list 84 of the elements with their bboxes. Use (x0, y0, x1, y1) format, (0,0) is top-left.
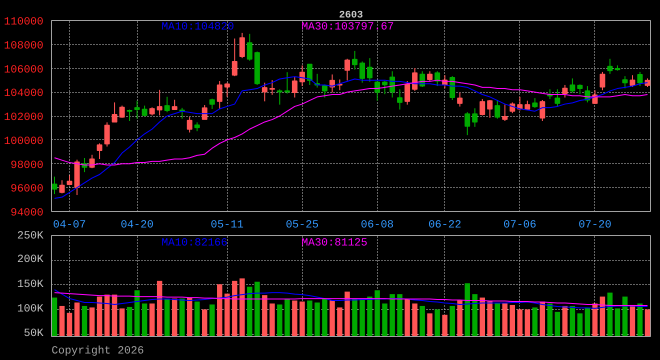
candlestick (284, 72, 290, 94)
candlestick (502, 104, 508, 122)
candlestick (246, 33, 252, 62)
candlestick (554, 88, 560, 108)
x-tick-label: 07-20 (578, 220, 612, 232)
annotation: MA10:82166 (162, 238, 228, 250)
candlestick (96, 142, 102, 160)
x-tick-label: 06-08 (360, 220, 394, 232)
y-tick-label: 104000 (4, 88, 44, 100)
candlestick (292, 76, 298, 98)
candlestick (59, 180, 65, 194)
candlestick (216, 80, 222, 110)
x-tick-label: 05-25 (286, 220, 319, 232)
candlestick (367, 58, 373, 82)
candlestick (570, 78, 576, 93)
y-tick-label: 102000 (4, 112, 44, 124)
candlestick (344, 58, 350, 81)
candlestick (186, 116, 192, 133)
candlestick (622, 76, 628, 89)
candlestick (494, 100, 500, 120)
annotation: MA30:103797.67 (302, 22, 394, 34)
candlestick (142, 105, 148, 117)
candlestick (352, 50, 358, 70)
candlestick (374, 80, 380, 102)
candlestick (577, 84, 583, 95)
candlestick (427, 70, 433, 82)
candlestick (134, 100, 140, 120)
y-tick-label: 98000 (10, 160, 44, 172)
candlestick (209, 98, 215, 110)
candlestick (239, 32, 245, 59)
x-tick-label: 07-06 (503, 220, 536, 232)
candlestick (112, 102, 118, 122)
candlestick (179, 107, 185, 120)
y-tick-label: 96000 (10, 184, 44, 196)
candlestick (457, 92, 463, 108)
candlestick (630, 74, 636, 88)
candlestick (600, 71, 606, 91)
candlestick (637, 71, 643, 87)
candlestick (164, 96, 170, 113)
candlestick (360, 60, 366, 84)
y-tick-label: 100K (17, 303, 44, 316)
candlestick (126, 109, 132, 122)
y-tick-label: 110000 (4, 16, 44, 28)
candlestick (299, 64, 305, 87)
x-tick-label: 06-22 (428, 220, 462, 232)
candlestick (156, 89, 162, 116)
candlestick (487, 100, 493, 118)
x-tick-label: 04-07 (53, 220, 86, 232)
candlestick (472, 108, 478, 128)
candlestick (52, 176, 58, 195)
candlestick (306, 64, 312, 86)
y-tick-label: 50K (24, 328, 44, 340)
y-tick-label: 100000 (4, 136, 44, 148)
candlestick (562, 84, 568, 98)
candlestick (269, 80, 275, 96)
chart-title: 2603 (339, 10, 364, 22)
candlestick (607, 58, 613, 74)
candlestick (322, 84, 328, 98)
y-tick-label: 200K (17, 254, 44, 266)
y-tick-label: 250K (17, 230, 44, 242)
candlestick (232, 38, 238, 77)
candlestick (276, 88, 282, 106)
candlestick (397, 88, 403, 110)
text: Copyright 2026 (52, 346, 144, 358)
candlestick (119, 105, 125, 118)
candlestick (450, 76, 456, 101)
candlestick (382, 80, 388, 95)
candlestick (404, 80, 410, 106)
y-tick-label: 94000 (10, 208, 44, 220)
candlestick (224, 82, 230, 98)
x-tick-label: 05-11 (210, 220, 244, 232)
candlestick (532, 98, 538, 108)
y-tick-label: 150K (17, 278, 44, 291)
candlestick (202, 104, 208, 120)
y-tick-label: 108000 (4, 40, 44, 52)
candlestick (480, 98, 486, 116)
candlestick (464, 112, 470, 136)
candlestick (262, 82, 268, 102)
y-tick-label: 106000 (4, 64, 44, 76)
candlestick (104, 122, 110, 148)
annotation: MA30:81125 (302, 238, 368, 250)
annotation: MA10:104820 (162, 22, 234, 34)
candlestick (172, 99, 178, 110)
x-tick-label: 04-20 (120, 220, 154, 232)
